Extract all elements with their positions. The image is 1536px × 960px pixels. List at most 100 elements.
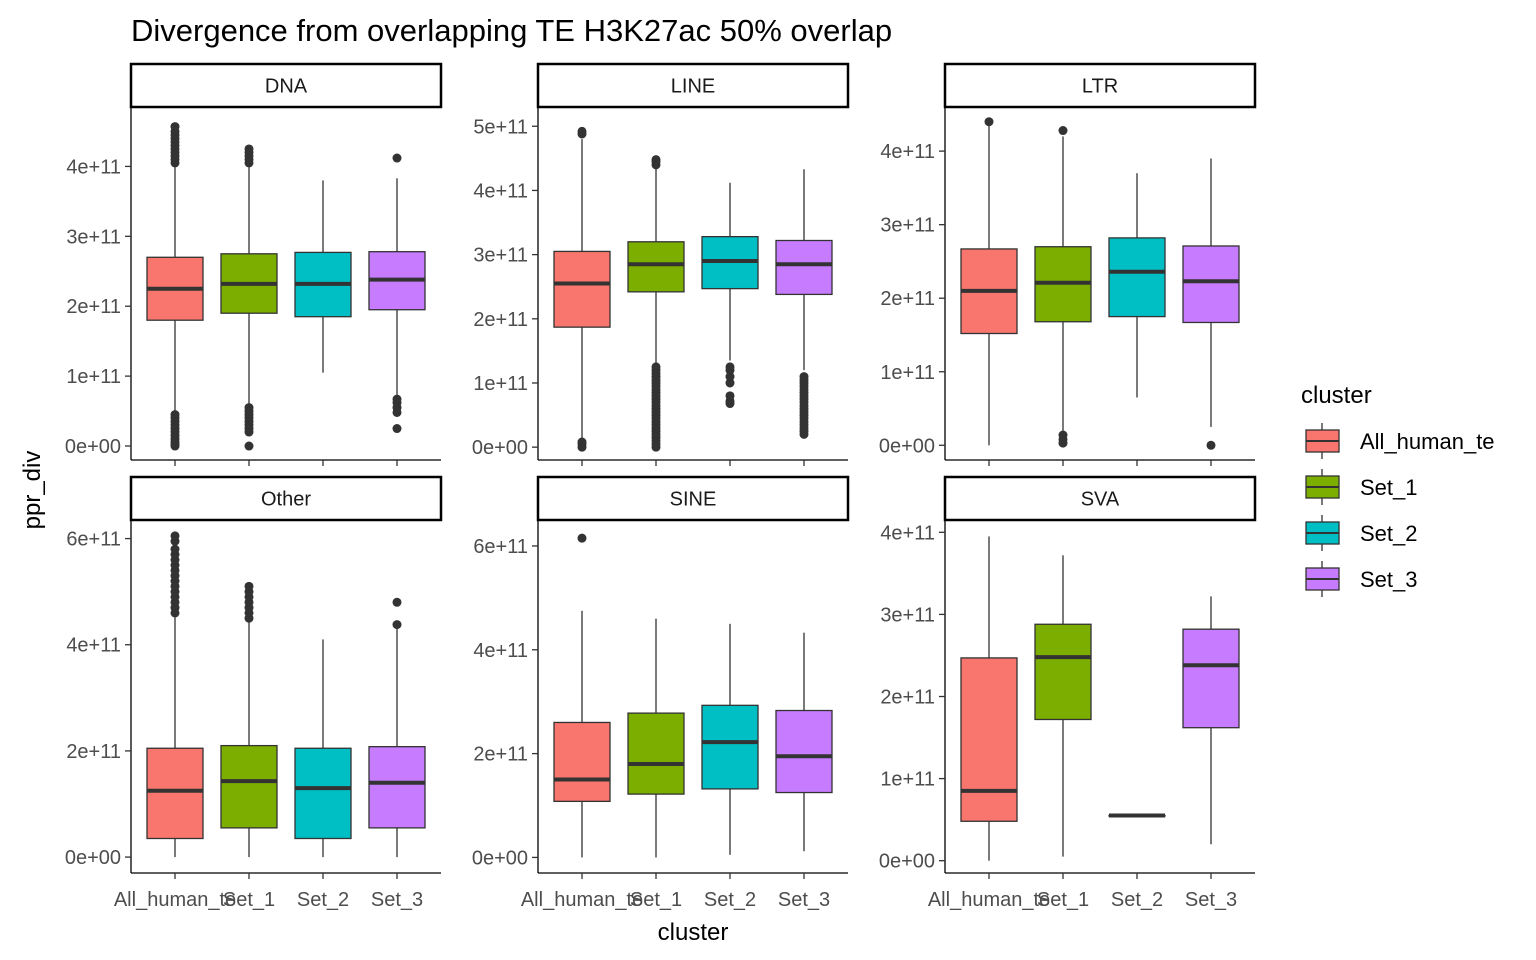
- iqr-box: [368, 746, 426, 829]
- y-tick-label: 0e+00: [472, 847, 528, 869]
- facet-strip-label: LINE: [671, 76, 715, 98]
- box-set-2: [294, 639, 352, 858]
- box-set-2: [1108, 173, 1166, 398]
- y-tick-label: 3e+11: [66, 226, 121, 248]
- chart-title: Divergence from overlapping TE H3K27ac 5…: [131, 13, 892, 48]
- y-tick-label: 4e+11: [880, 141, 935, 163]
- box-set-3: [368, 597, 426, 858]
- facet-strip: [943, 62, 1257, 109]
- facet-panel-sine: SINE0e+002e+114e+116e+11All_human_teSet_…: [472, 475, 850, 911]
- facet-strip-label: SINE: [670, 489, 717, 511]
- y-tick-label: 0e+00: [879, 435, 935, 457]
- facet-strip: [536, 62, 850, 109]
- iqr-box: [1182, 628, 1240, 729]
- legend-entry-label: All_human_te: [1360, 429, 1495, 454]
- y-axis-label: ppr_div: [19, 451, 46, 530]
- legend-entry-all-human-te: All_human_te: [1305, 423, 1495, 459]
- legend: cluster All_human_te Set_1 Set_2 Set_3: [1301, 382, 1495, 597]
- facet-strip-label: DNA: [265, 76, 308, 98]
- y-tick-label: 2e+11: [473, 744, 528, 766]
- y-tick-label: 1e+11: [880, 769, 935, 791]
- iqr-box: [146, 747, 204, 840]
- facet-panel-dna: DNA 0e+00 1e+11 2e+11 3e+11 4e+11: [65, 62, 443, 466]
- outlier-point: [392, 424, 402, 434]
- facet-strip: [943, 475, 1257, 522]
- outlier-point: [799, 372, 809, 382]
- legend-entry-label: Set_2: [1360, 521, 1418, 546]
- outlier-point: [725, 378, 735, 388]
- outlier-point: [392, 153, 402, 163]
- x-tick-label: Set_2: [1111, 889, 1163, 911]
- facet-panel-line: LINE 0e+00 1e+11 2e+11 3e+11 4e+11 5e+11: [472, 62, 850, 466]
- box-all-human-te: [146, 122, 204, 451]
- legend-title: cluster: [1301, 382, 1372, 409]
- iqr-box: [627, 241, 685, 293]
- box-all-human-te: [960, 536, 1018, 861]
- outlier-point: [651, 362, 661, 372]
- facet-strip-label: LTR: [1082, 76, 1118, 98]
- outlier-point: [725, 362, 735, 372]
- box-set-1: [1034, 126, 1092, 448]
- box-set-1: [627, 618, 685, 858]
- outlier-point: [170, 410, 180, 420]
- outlier-point: [392, 394, 402, 404]
- x-tick-label: Set_3: [778, 889, 830, 911]
- box-set-2: [701, 623, 759, 855]
- iqr-box: [1108, 237, 1166, 318]
- outlier-point: [244, 144, 254, 154]
- box-set-3: [775, 169, 833, 439]
- legend-entry-label: Set_1: [1360, 475, 1418, 500]
- y-tick-label: 3e+11: [473, 245, 528, 267]
- box-set-1: [220, 581, 278, 858]
- x-tick-label: All_human_te: [928, 889, 1050, 911]
- iqr-box: [627, 712, 685, 795]
- box-set-2: [1108, 813, 1166, 818]
- outlier-point: [1206, 440, 1216, 450]
- y-tick-label: 5e+11: [473, 116, 528, 138]
- y-tick-label: 0e+00: [472, 437, 528, 459]
- iqr-box: [553, 250, 611, 328]
- facet-strip-label: SVA: [1081, 489, 1120, 511]
- iqr-box: [775, 239, 833, 296]
- iqr-box: [960, 657, 1018, 822]
- y-tick-label: 2e+11: [66, 741, 121, 763]
- outlier-point: [244, 441, 254, 451]
- outlier-point: [244, 403, 254, 413]
- x-axis-label: cluster: [658, 919, 729, 946]
- outlier-point: [725, 391, 735, 401]
- facet-panel-ltr: LTR 0e+00 1e+11 2e+11 3e+11 4e+11: [879, 62, 1257, 466]
- y-tick-label: 3e+11: [880, 604, 935, 626]
- y-tick-label: 1e+11: [473, 373, 528, 395]
- outlier-point: [651, 155, 661, 165]
- box-set-3: [368, 153, 426, 434]
- outlier-point: [725, 372, 735, 382]
- box-all-human-te: [553, 126, 611, 452]
- x-tick-label: Set_3: [1185, 889, 1237, 911]
- box-set-2: [701, 182, 759, 409]
- y-tick-label: 4e+11: [66, 635, 121, 657]
- y-tick-label: 0e+00: [65, 847, 121, 869]
- y-tick-label: 1e+11: [880, 362, 935, 384]
- y-tick-label: 2e+11: [880, 687, 935, 709]
- legend-entry-set-2: Set_2: [1305, 515, 1418, 551]
- x-tick-label: Set_1: [630, 889, 682, 911]
- legend-entry-set-3: Set_3: [1305, 561, 1418, 597]
- x-tick-label: Set_3: [371, 889, 423, 911]
- y-tick-label: 2e+11: [473, 309, 528, 331]
- legend-entry-label: Set_3: [1360, 567, 1418, 592]
- iqr-box: [294, 747, 352, 840]
- y-tick-label: 4e+11: [66, 156, 121, 178]
- y-tick-label: 0e+00: [879, 851, 935, 873]
- outlier-point: [984, 117, 994, 127]
- y-tick-label: 2e+11: [880, 288, 935, 310]
- outlier-point: [170, 531, 180, 541]
- facet-panel-other: Other0e+002e+114e+116e+11All_human_teSet…: [65, 475, 443, 911]
- iqr-box: [1034, 623, 1092, 721]
- y-tick-label: 0e+00: [65, 436, 121, 458]
- outlier-point: [1058, 430, 1068, 440]
- box-all-human-te: [146, 531, 204, 858]
- box-all-human-te: [960, 117, 1018, 446]
- y-tick-label: 6e+11: [66, 529, 121, 551]
- x-tick-label: All_human_te: [114, 889, 236, 911]
- y-tick-label: 3e+11: [880, 215, 935, 237]
